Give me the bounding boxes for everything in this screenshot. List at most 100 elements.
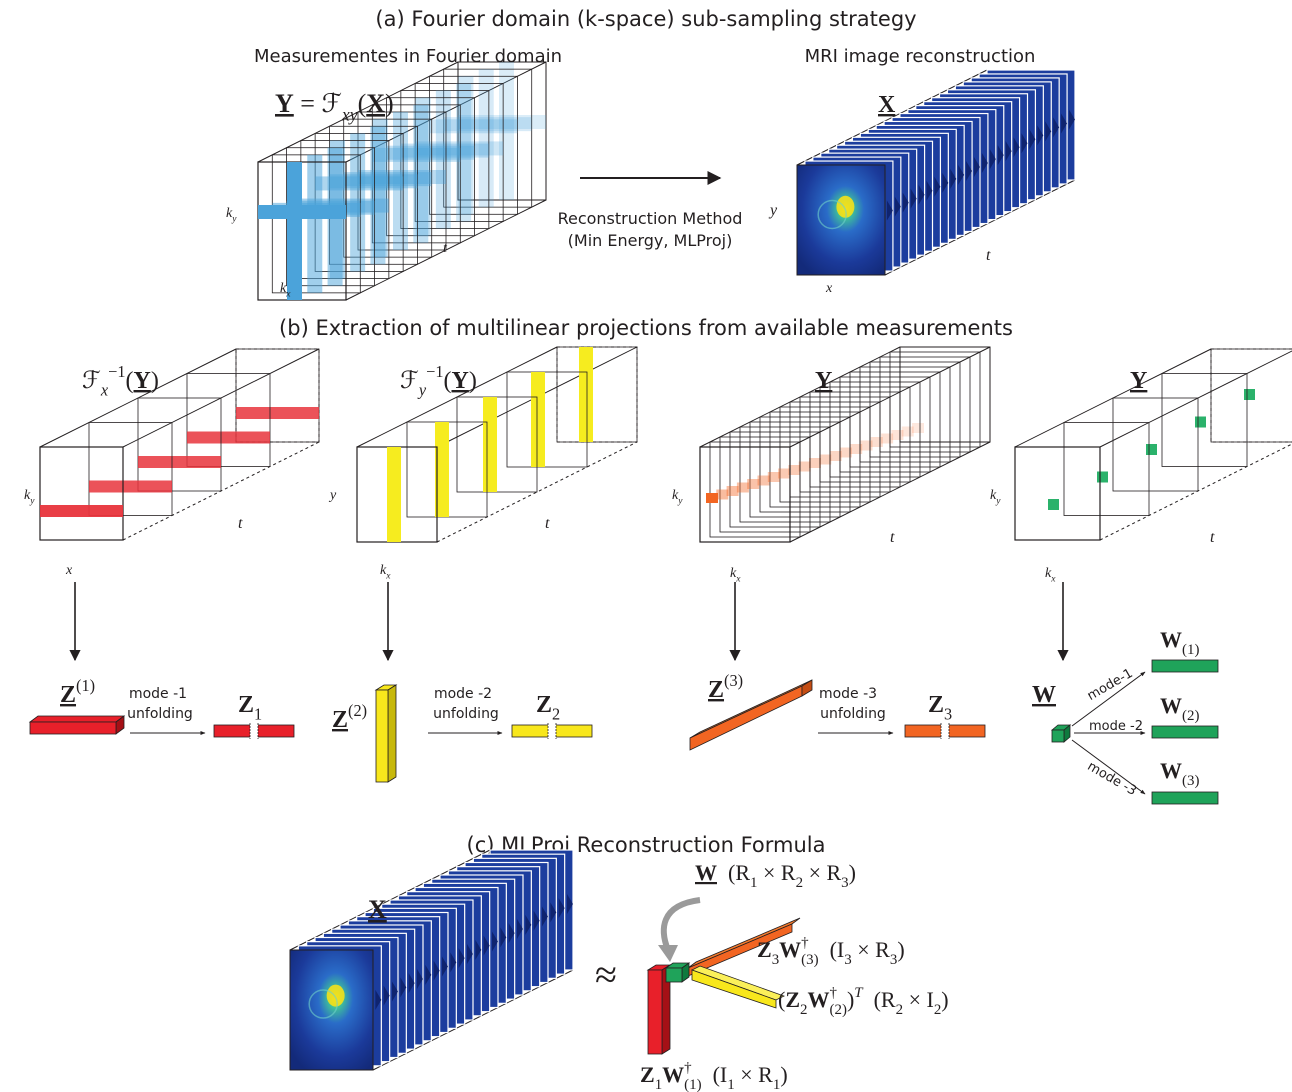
math-part: (3) bbox=[1182, 773, 1199, 789]
math-part: 1 bbox=[254, 705, 262, 724]
math-part: Y bbox=[451, 368, 468, 394]
math-part: y bbox=[677, 496, 683, 506]
tensor-z1 bbox=[30, 722, 116, 734]
sample-point bbox=[1244, 389, 1255, 400]
math-part: −1 bbox=[426, 362, 443, 381]
math-part: (2) bbox=[830, 1002, 847, 1018]
math-part: (I bbox=[819, 937, 845, 962]
math-part: Y bbox=[133, 368, 150, 394]
math-part: Y bbox=[1130, 368, 1147, 394]
math-part: x bbox=[1050, 574, 1056, 584]
math-label: Z1W†(1) (I1 × R1) bbox=[640, 1060, 788, 1092]
math-part: 3 bbox=[944, 705, 952, 724]
math-part: (1) bbox=[1182, 642, 1199, 658]
sample-point bbox=[891, 430, 903, 440]
math-part: ) bbox=[151, 368, 159, 394]
sample-point bbox=[912, 423, 924, 433]
math-part: ( bbox=[443, 368, 451, 394]
caption: mode -3 bbox=[819, 686, 877, 702]
caption: (Min Energy, MLProj) bbox=[568, 231, 733, 250]
caption: Measurementes in Fourier domain bbox=[254, 46, 562, 67]
math-part: 3 bbox=[890, 952, 897, 968]
math-label: ky bbox=[990, 488, 1001, 506]
math-label: t bbox=[1210, 529, 1215, 546]
math-part: x bbox=[825, 281, 833, 296]
math-label: y bbox=[768, 202, 778, 219]
sample-line bbox=[258, 205, 346, 219]
math-part: x bbox=[65, 563, 73, 578]
sample-point bbox=[1146, 444, 1157, 455]
section-title: (a) Fourier domain (k-space) sub-samplin… bbox=[375, 7, 916, 31]
math-label: W bbox=[1032, 682, 1056, 708]
math-part: t bbox=[986, 247, 991, 264]
math-part: (1) bbox=[684, 1077, 701, 1092]
math-part: x bbox=[385, 571, 391, 581]
sample-point bbox=[768, 472, 780, 482]
sample-line bbox=[483, 397, 497, 492]
math-part: (1) bbox=[76, 676, 95, 695]
sample-point bbox=[850, 444, 862, 454]
math-part: (R bbox=[863, 987, 896, 1012]
caption: mode -2 bbox=[1089, 719, 1143, 734]
sample-line bbox=[287, 162, 302, 300]
math-label: t bbox=[986, 247, 991, 264]
core-tensor bbox=[666, 968, 682, 982]
caption: mode -3 bbox=[1085, 759, 1139, 799]
sample-point bbox=[819, 455, 831, 465]
box-slice bbox=[860, 367, 950, 462]
caption: Reconstruction Method bbox=[558, 209, 743, 228]
bar-break bbox=[548, 724, 556, 738]
math-label: Z3 bbox=[928, 692, 952, 724]
box-back bbox=[557, 347, 637, 442]
math-part: (3) bbox=[801, 952, 818, 968]
math-label: Z1 bbox=[238, 692, 262, 724]
sample-point bbox=[881, 434, 893, 444]
tensor-z1 bbox=[30, 716, 124, 722]
box-slice bbox=[89, 423, 172, 516]
factor-1 bbox=[648, 970, 662, 1054]
math-part: ) bbox=[849, 860, 856, 885]
math-part: W bbox=[1160, 627, 1182, 652]
math-label: ≈ bbox=[595, 952, 617, 997]
sample-point bbox=[799, 462, 811, 472]
caption: unfolding bbox=[433, 706, 499, 722]
math-part: 3 bbox=[844, 952, 851, 968]
math-part: Y bbox=[815, 368, 832, 394]
tensor-z3 bbox=[690, 686, 802, 750]
math-part: Y bbox=[275, 89, 294, 118]
math-label: ℱx−1(Y) bbox=[82, 362, 159, 399]
math-part: ) bbox=[469, 368, 477, 394]
math-label: W (R1 × R2 × R3) bbox=[695, 860, 856, 891]
math-part: (I bbox=[702, 1062, 728, 1087]
sample-line bbox=[370, 126, 385, 264]
math-part: X bbox=[368, 895, 387, 924]
sample-point bbox=[871, 437, 883, 447]
box-slice bbox=[187, 374, 270, 467]
math-label: t bbox=[238, 515, 243, 532]
math-part: = ℱ bbox=[294, 89, 342, 118]
math-part: 1 bbox=[727, 1077, 734, 1092]
math-label: y bbox=[328, 488, 337, 503]
math-part: ( bbox=[778, 987, 785, 1012]
pointer-arrow bbox=[658, 945, 678, 962]
sample-point bbox=[716, 490, 728, 500]
math-part: ) bbox=[847, 987, 854, 1012]
image-heart bbox=[327, 985, 345, 1007]
math-part: Z bbox=[332, 707, 348, 733]
math-part: (R bbox=[717, 860, 750, 885]
math-label: (Z2W†(2))T (R2 × I2) bbox=[778, 985, 949, 1018]
math-label: x bbox=[825, 281, 833, 296]
tensor-z2 bbox=[376, 690, 388, 782]
math-part: (2) bbox=[1182, 708, 1199, 724]
sample-point bbox=[1097, 472, 1108, 483]
sample-point bbox=[861, 441, 873, 451]
math-part: x bbox=[285, 289, 291, 299]
sample-point bbox=[737, 483, 749, 493]
box-back bbox=[236, 349, 319, 442]
math-part: 2 bbox=[896, 1002, 903, 1018]
math-part: (2) bbox=[348, 701, 367, 720]
unfolded-bar bbox=[1152, 660, 1218, 672]
caption: MRI image reconstruction bbox=[805, 46, 1036, 67]
math-label: Y bbox=[815, 368, 832, 394]
math-part: Z bbox=[785, 987, 800, 1012]
